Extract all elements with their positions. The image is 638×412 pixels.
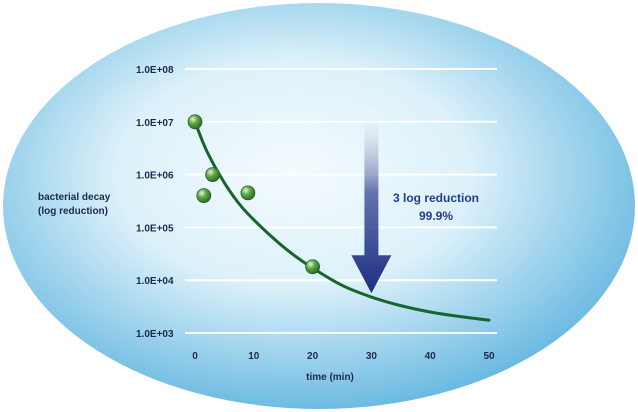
data-points — [187, 114, 321, 275]
y-tick-label: 1.0E+08 — [136, 65, 174, 76]
y-tick-label: 1.0E+03 — [136, 329, 174, 340]
grid-lines — [185, 68, 497, 334]
data-point — [205, 167, 221, 183]
y-tick-label: 1.0E+07 — [136, 118, 174, 129]
annotation-line-2: 99.9% — [419, 209, 453, 223]
data-point — [187, 114, 203, 130]
x-tick-labels: 0 10 20 30 40 50 — [192, 351, 495, 362]
background-ellipse — [3, 3, 635, 409]
x-tick-label: 10 — [248, 351, 260, 362]
data-point — [196, 188, 212, 204]
annotation-line-1: 3 log reduction — [393, 191, 479, 205]
y-tick-label: 1.0E+05 — [136, 223, 174, 234]
x-tick-label: 0 — [192, 351, 198, 362]
y-tick-label: 1.0E+06 — [136, 171, 174, 182]
reduction-arrow — [351, 109, 392, 294]
y-axis-label-line-1: bacterial decay — [38, 192, 111, 203]
down-arrow — [351, 109, 392, 294]
y-tick-label: 1.0E+04 — [136, 276, 174, 287]
x-tick-label: 50 — [483, 351, 495, 362]
data-point — [240, 185, 256, 201]
x-tick-label: 40 — [425, 351, 437, 362]
y-tick-labels: 1.0E+03 1.0E+04 1.0E+05 1.0E+06 1.0E+07 1.0E+… — [136, 65, 174, 340]
x-tick-label: 30 — [366, 351, 378, 362]
data-point — [305, 259, 321, 275]
x-tick-label: 20 — [307, 351, 319, 362]
y-axis-label-line-2: (log reduction) — [38, 206, 108, 217]
x-axis-label: time (min) — [306, 372, 354, 383]
